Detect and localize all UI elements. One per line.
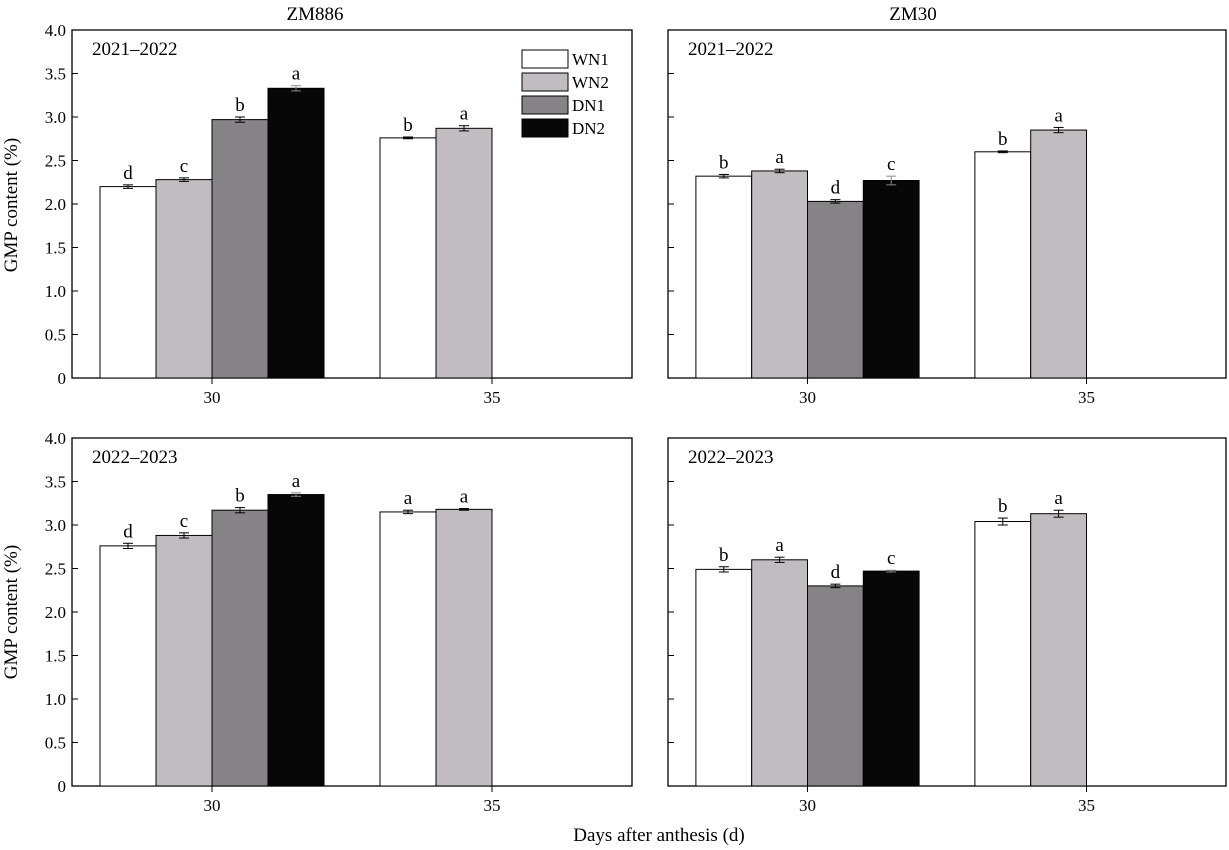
- significance-label: b: [719, 545, 729, 566]
- significance-label: d: [123, 521, 133, 542]
- panel-zm30-bottom: 30 b a d c 35 b a 2022–2023: [667, 437, 1227, 815]
- y-tick-label: 0.5: [45, 734, 66, 753]
- bar-wn2: [155, 534, 213, 787]
- y-tick-label: 3.0: [45, 516, 66, 535]
- period-label: 2022–2023: [92, 447, 178, 468]
- x-tick-label: 35: [1078, 388, 1095, 407]
- significance-label: c: [180, 156, 188, 177]
- panel-zm886-bottom: 0 0.5 1.0 1.5 2.0 2.5 3.0 3.5 4.0 30 d c b a 35 a a 2022–…: [45, 429, 633, 815]
- y-tick-label: 1.0: [45, 282, 66, 301]
- bar-wn1: [379, 137, 437, 379]
- legend-label-dn2: DN2: [572, 119, 605, 138]
- significance-label: a: [404, 488, 413, 509]
- y-tick-label: 3.5: [45, 65, 66, 84]
- period-label: 2021–2022: [92, 39, 178, 60]
- panels-group: 0 0.5 1.0 1.5 2.0 2.5 3.0 3.5 4.0 30 d c b a 35 b a 2021–…: [45, 21, 1227, 815]
- legend-label-dn1: DN1: [572, 96, 605, 115]
- bar-wn2: [1030, 129, 1087, 379]
- bar-dn2: [862, 570, 920, 787]
- y-tick-label: 2.0: [45, 603, 66, 622]
- bar-wn2: [751, 559, 809, 787]
- bar-dn1: [211, 509, 269, 787]
- period-label: 2021–2022: [688, 39, 774, 60]
- x-tick-label: 30: [799, 796, 816, 815]
- bar-wn1: [695, 568, 753, 787]
- significance-label: b: [235, 486, 245, 507]
- bar-wn1: [974, 151, 1032, 379]
- bar-wn1: [99, 186, 157, 379]
- bar-wn2: [155, 179, 213, 379]
- bar-wn1: [974, 521, 1032, 787]
- significance-label: b: [998, 129, 1008, 150]
- bar-dn2: [862, 180, 920, 379]
- bar-dn2: [267, 87, 325, 379]
- y-tick-label: 1.5: [45, 647, 66, 666]
- significance-label: a: [460, 486, 469, 507]
- panel-zm30-top: 30 b a d c 35 b a 2021–2022: [667, 29, 1227, 407]
- y-tick-label: 1.5: [45, 239, 66, 258]
- bar-wn1: [99, 545, 157, 787]
- legend-label-wn2: WN2: [572, 73, 609, 92]
- legend-swatch-dn1: [521, 95, 569, 115]
- legend-label-wn1: WN1: [572, 50, 609, 69]
- bar-wn2: [1030, 513, 1087, 787]
- column-title-zm886: ZM886: [287, 4, 344, 25]
- bar-dn1: [807, 585, 864, 787]
- x-tick-label: 35: [1078, 796, 1095, 815]
- significance-label: a: [775, 535, 784, 556]
- y-tick-label: 2.5: [45, 560, 66, 579]
- legend: WN1 WN2 DN1 DN2: [521, 49, 609, 138]
- significance-label: c: [180, 511, 188, 532]
- panel-zm886-top: 0 0.5 1.0 1.5 2.0 2.5 3.0 3.5 4.0 30 d c b a 35 b a 2021–…: [45, 21, 633, 407]
- legend-swatch-wn1: [521, 49, 569, 69]
- y-tick-label: 3.5: [45, 473, 66, 492]
- significance-label: c: [887, 548, 895, 569]
- bar-dn1: [807, 200, 864, 379]
- x-tick-label: 30: [799, 388, 816, 407]
- significance-label: d: [831, 562, 841, 583]
- x-axis-title: Days after anthesis (d): [573, 825, 744, 846]
- x-tick-label: 35: [484, 388, 501, 407]
- significance-label: a: [460, 104, 469, 125]
- x-tick-label: 35: [484, 796, 501, 815]
- significance-label: b: [998, 496, 1008, 517]
- significance-label: d: [831, 178, 841, 199]
- bar-wn1: [695, 175, 753, 379]
- y-tick-label: 0: [58, 369, 67, 388]
- legend-swatch-wn2: [521, 72, 569, 92]
- significance-label: b: [235, 95, 245, 116]
- significance-label: b: [403, 115, 413, 136]
- y-tick-label: 4.0: [45, 21, 66, 40]
- y-tick-label: 4.0: [45, 429, 66, 448]
- x-tick-label: 30: [204, 796, 221, 815]
- y-axis-title-top: GMP content (%): [1, 138, 22, 272]
- y-tick-label: 0.5: [45, 326, 66, 345]
- y-axis-title-bottom: GMP content (%): [1, 545, 22, 679]
- bar-wn1: [379, 511, 437, 787]
- bar-dn1: [211, 119, 269, 379]
- significance-label: b: [719, 152, 729, 173]
- period-label: 2022–2023: [688, 447, 774, 468]
- y-tick-label: 1.0: [45, 690, 66, 709]
- significance-label: a: [1054, 488, 1063, 509]
- significance-label: a: [775, 147, 784, 168]
- column-title-zm30: ZM30: [889, 4, 937, 25]
- significance-label: c: [887, 154, 895, 175]
- bar-dn2: [267, 494, 325, 787]
- y-tick-label: 2.0: [45, 195, 66, 214]
- y-tick-label: 3.0: [45, 108, 66, 127]
- significance-label: a: [1054, 105, 1063, 126]
- significance-label: d: [123, 163, 133, 184]
- x-tick-label: 30: [204, 388, 221, 407]
- bar-wn2: [751, 170, 809, 379]
- bar-wn2: [435, 127, 493, 379]
- legend-swatch-dn2: [521, 118, 569, 138]
- y-tick-label: 2.5: [45, 152, 66, 171]
- significance-label: a: [292, 471, 301, 492]
- significance-label: a: [292, 64, 301, 85]
- y-tick-label: 0: [58, 777, 67, 796]
- bar-wn2: [435, 508, 493, 787]
